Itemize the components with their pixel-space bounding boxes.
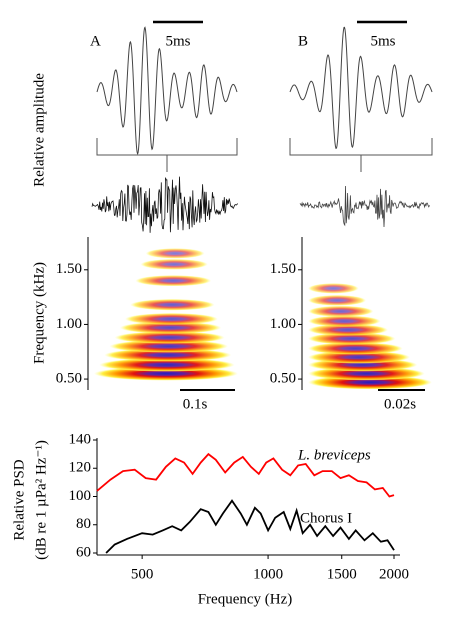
x-tick-label: 1500 — [327, 566, 357, 582]
waveform — [96, 26, 238, 155]
spectral-band — [308, 305, 374, 317]
spectral-band — [109, 339, 228, 353]
y-axis-label: Relative amplitude — [31, 73, 47, 187]
waveform — [289, 26, 433, 150]
y-tick-label: 120 — [69, 460, 92, 476]
spectral-band — [308, 315, 381, 327]
panel-label: A — [90, 33, 101, 49]
x-tick-label: 1000 — [253, 566, 283, 582]
spectral-band — [145, 248, 205, 259]
x-tick-label: 500 — [131, 566, 154, 582]
y-tick-label: 80 — [76, 516, 91, 532]
y-tick-label: 140 — [69, 431, 92, 447]
y-tick-label: 0.50 — [270, 371, 296, 387]
series-label: L. breviceps — [297, 447, 371, 463]
spectral-band — [135, 275, 212, 287]
y-tick-label: 1.00 — [56, 316, 82, 332]
series-line — [96, 452, 395, 498]
waveform — [299, 185, 430, 228]
scale-label: 5ms — [370, 33, 395, 49]
spectral-band — [308, 323, 389, 336]
y-tick-label: 1.50 — [270, 261, 296, 277]
y-axis-label: (dB re 1 µPa² Hz⁻¹) — [33, 440, 49, 560]
y-tick-label: 1.50 — [56, 261, 82, 277]
x-axis-label: Frequency (Hz) — [198, 591, 293, 607]
y-tick-label: 1.00 — [270, 316, 296, 332]
spectral-band — [308, 295, 367, 306]
spectral-band — [119, 321, 222, 334]
spectral-band — [308, 342, 403, 355]
y-axis-label: Frequency (kHz) — [31, 262, 47, 364]
bracket — [289, 138, 433, 172]
spectral-band — [99, 358, 235, 372]
scale-label: 5ms — [165, 33, 190, 49]
bracket — [96, 138, 238, 172]
spectral-band — [308, 332, 396, 345]
y-tick-label: 60 — [76, 544, 91, 560]
x-tick-label: 2000 — [379, 566, 409, 582]
spectral-band — [124, 313, 218, 325]
scale-label: 0.1s — [183, 396, 208, 412]
y-tick-label: 100 — [69, 488, 92, 504]
spectral-band — [308, 283, 359, 294]
panel-label: B — [298, 33, 308, 49]
spectral-band — [130, 299, 215, 311]
series-label: Chorus I — [300, 510, 352, 526]
series-line — [105, 499, 395, 554]
y-axis-label: Relative PSD — [11, 459, 27, 540]
y-tick-label: 0.50 — [56, 371, 82, 387]
waveform — [91, 176, 238, 233]
scale-label: 0.02s — [384, 396, 416, 412]
spectral-band — [114, 331, 225, 344]
spectral-band — [140, 258, 208, 270]
